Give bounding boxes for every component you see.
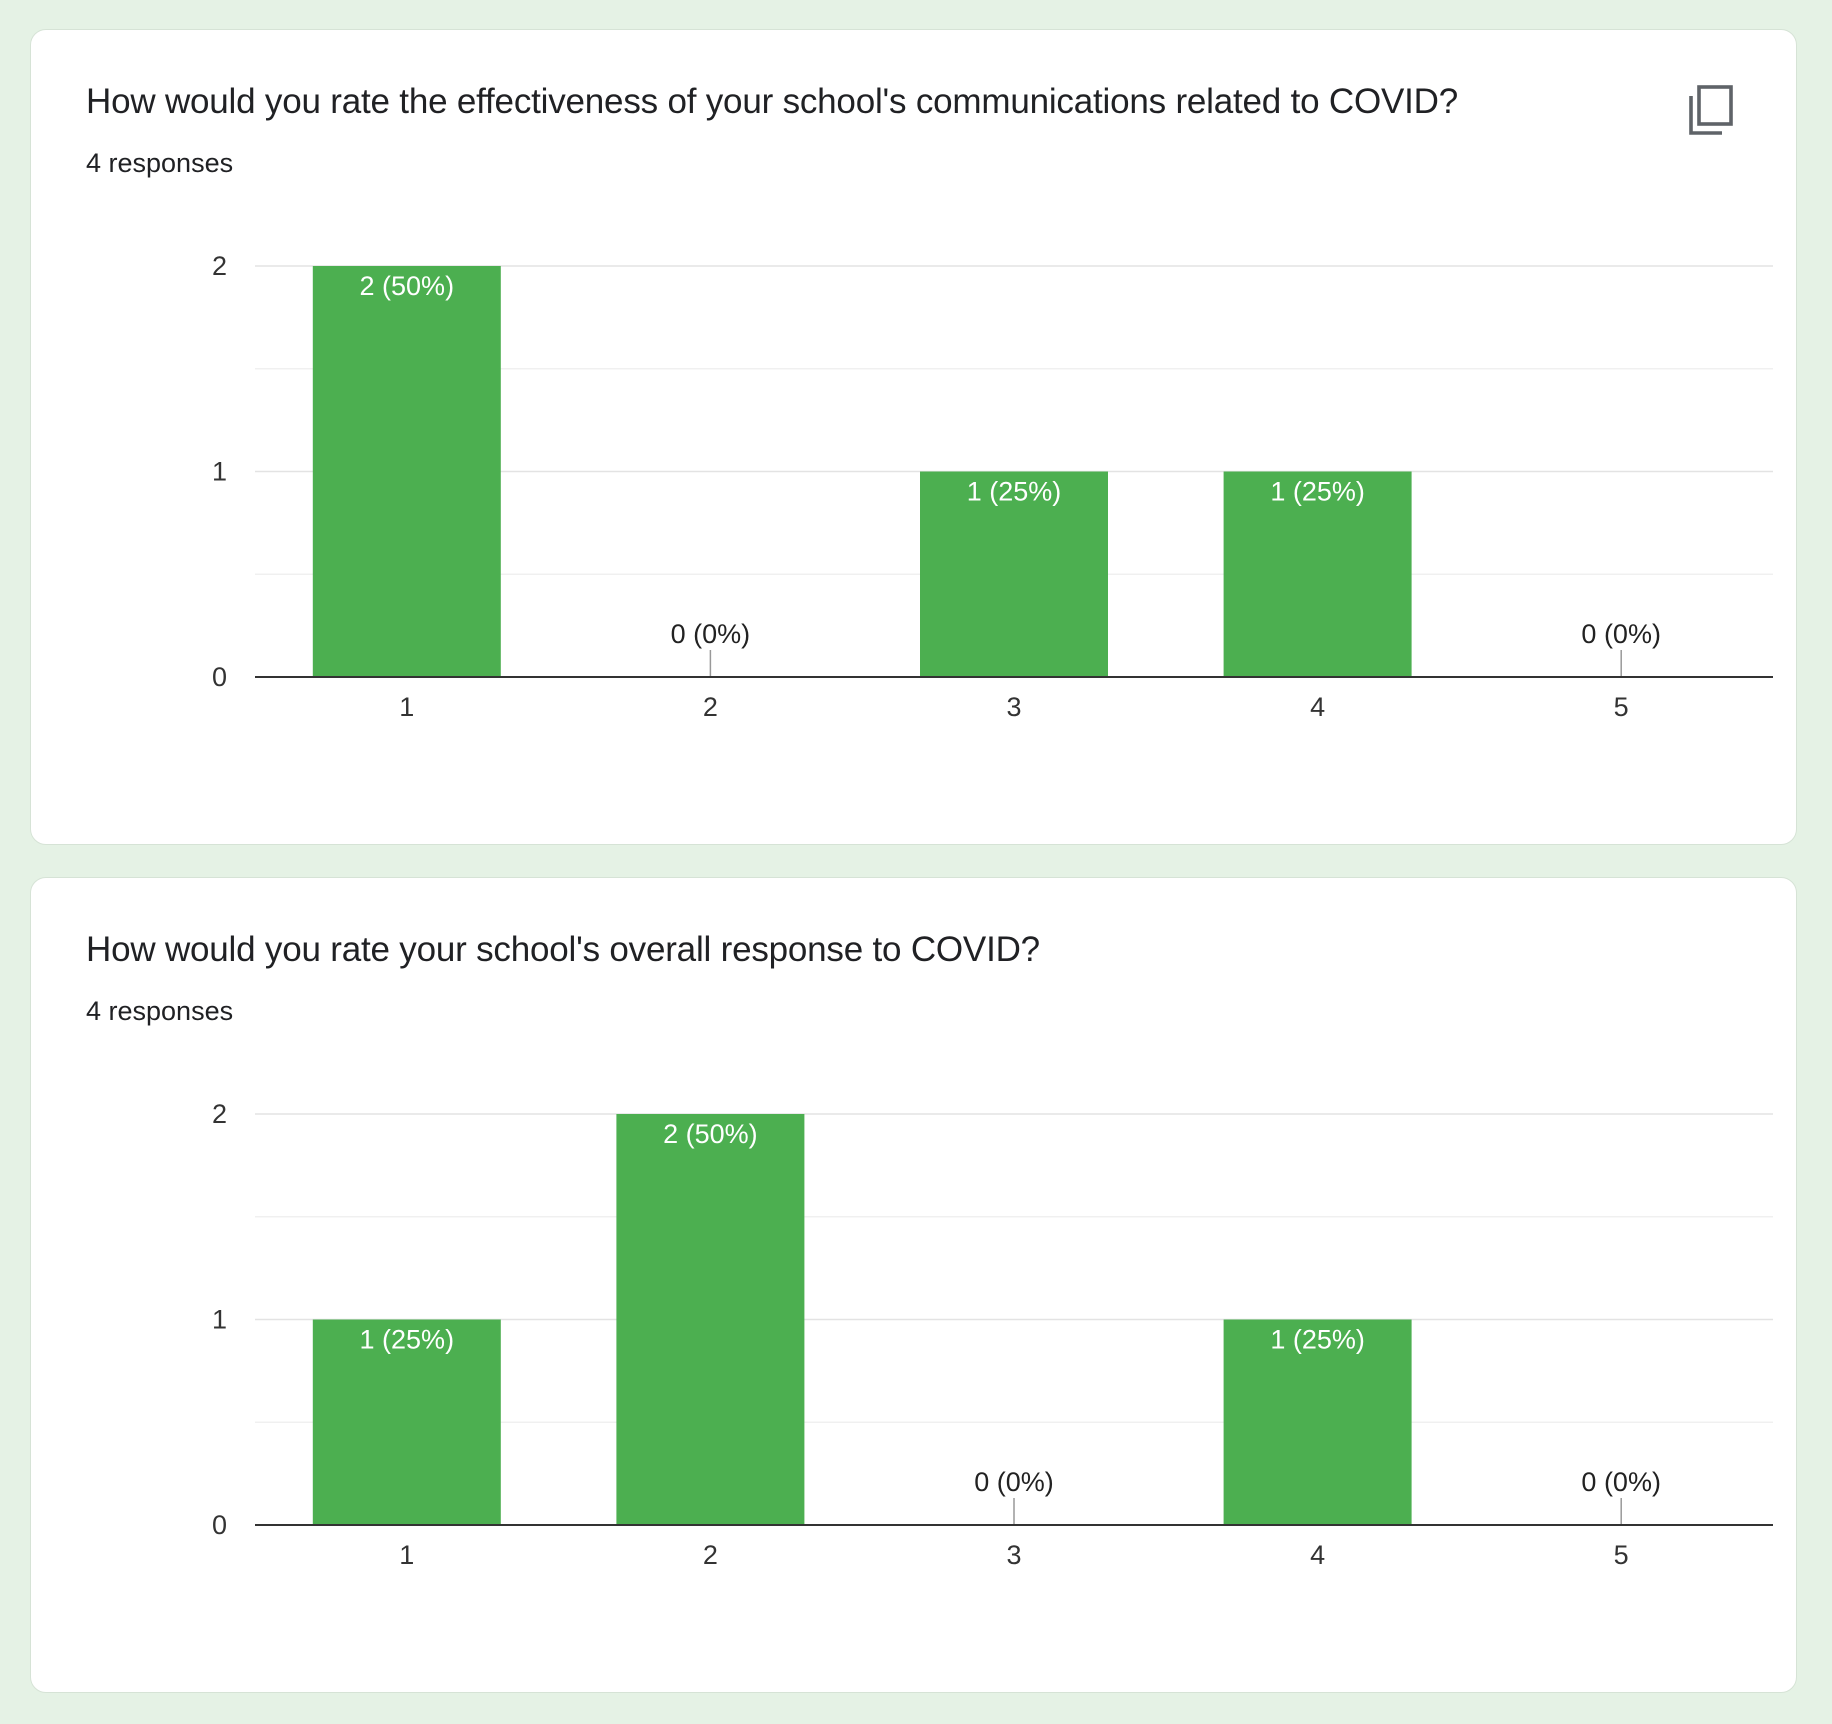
question-card: How would you rate your school's overall… xyxy=(30,877,1797,1693)
response-count: 4 responses xyxy=(86,996,234,1026)
x-tick-label: 4 xyxy=(1310,1540,1325,1570)
copy-icon xyxy=(1689,85,1733,135)
data-label: 0 (0%) xyxy=(1581,1467,1661,1497)
x-tick-label: 5 xyxy=(1614,1540,1629,1570)
y-tick-label: 2 xyxy=(212,251,227,281)
y-tick-label: 0 xyxy=(212,662,227,692)
response-bar-chart: 0 1 2 2 (50%) 1 0 (0%) 2 1 (25%) 3 1 (25%) 4 0 (0%)… xyxy=(212,251,1773,722)
data-label: 2 (50%) xyxy=(360,271,455,301)
data-label: 1 (25%) xyxy=(1270,1325,1365,1355)
data-label: 1 (25%) xyxy=(967,477,1062,507)
x-tick-label: 2 xyxy=(703,692,718,722)
x-tick-label: 3 xyxy=(1006,692,1021,722)
response-bar-chart: 0 1 2 1 (25%) 1 2 (50%) 2 0 (0%) 3 1 (25%) 4 0 (0%)… xyxy=(212,1099,1773,1570)
bar xyxy=(920,471,1108,677)
copy-chart-button[interactable] xyxy=(1686,82,1738,138)
bar xyxy=(616,1114,805,1525)
data-label: 0 (0%) xyxy=(974,1467,1054,1497)
x-tick-label: 1 xyxy=(399,1540,414,1570)
bar xyxy=(312,1319,501,1525)
y-tick-label: 1 xyxy=(212,1305,227,1335)
data-label: 2 (50%) xyxy=(663,1119,758,1149)
bar xyxy=(1223,1319,1412,1525)
data-label: 0 (0%) xyxy=(1581,619,1661,649)
x-tick-label: 3 xyxy=(1006,1540,1021,1570)
x-tick-label: 2 xyxy=(703,1540,718,1570)
data-label: 1 (25%) xyxy=(1270,477,1365,507)
y-tick-label: 0 xyxy=(212,1510,227,1540)
question-title: How would you rate your school's overall… xyxy=(86,930,1040,969)
data-label: 1 (25%) xyxy=(360,1325,455,1355)
data-label: 0 (0%) xyxy=(671,619,751,649)
y-tick-label: 2 xyxy=(212,1099,227,1129)
question-card: How would you rate the effectiveness of … xyxy=(30,29,1797,845)
x-tick-label: 5 xyxy=(1614,692,1629,722)
x-tick-label: 4 xyxy=(1310,692,1325,722)
y-tick-label: 1 xyxy=(212,457,227,487)
x-tick-label: 1 xyxy=(399,692,414,722)
response-count: 4 responses xyxy=(86,148,234,178)
bar xyxy=(312,266,501,677)
bar xyxy=(1223,471,1412,677)
question-title: How would you rate the effectiveness of … xyxy=(86,82,1459,121)
